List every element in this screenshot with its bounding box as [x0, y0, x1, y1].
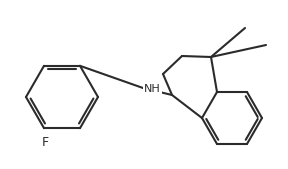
Text: NH: NH	[144, 84, 161, 94]
Text: F: F	[41, 136, 49, 149]
